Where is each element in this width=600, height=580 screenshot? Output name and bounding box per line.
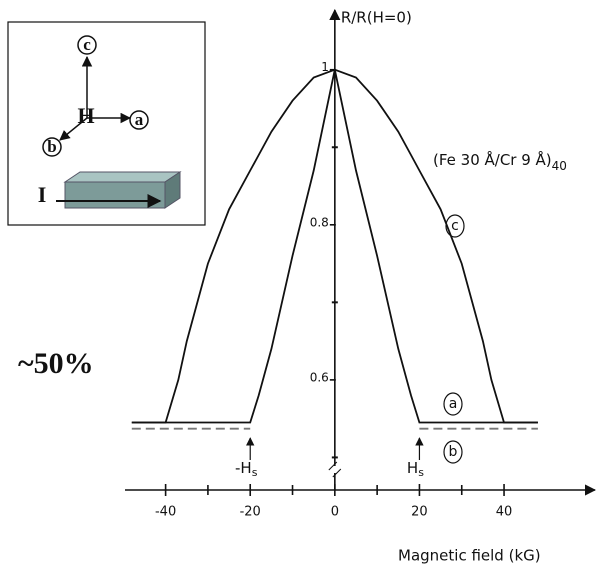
inset-label: I xyxy=(38,182,47,207)
field-mark-text: H xyxy=(407,459,418,477)
field-mark-sub: s xyxy=(418,466,424,479)
inset-label: c xyxy=(83,35,91,54)
chart: c H a b I ~50% R/R(H=0) Magnetic field (k… xyxy=(0,0,600,580)
x-tick-label: 0 xyxy=(331,505,339,520)
slab-top xyxy=(65,172,180,182)
page: {"chart_data": {"type": "line", "y_label… xyxy=(0,0,600,580)
series-label: a xyxy=(449,396,458,412)
y-tick-label: 0.6 xyxy=(310,370,329,384)
sample-label-sub: 40 xyxy=(552,159,567,173)
x-axis-label: Magnetic field (kG) xyxy=(398,547,541,565)
field-mark-sub: s xyxy=(252,466,258,479)
note: ~50% xyxy=(18,347,94,380)
x-tick-label: -40 xyxy=(155,505,176,520)
y-axis-label: R/R(H=0) xyxy=(341,9,412,27)
inset-label: H xyxy=(77,103,94,128)
field-mark-label: -Hs xyxy=(235,459,258,480)
field-mark-label: Hs xyxy=(407,459,424,480)
series-label: b xyxy=(449,444,458,460)
y-tick-label: 0.8 xyxy=(310,215,329,229)
x-tick-label: 20 xyxy=(411,505,428,520)
field-mark-text: -H xyxy=(235,459,252,477)
inset-label: a xyxy=(135,110,144,129)
x-tick-label: 40 xyxy=(496,505,513,520)
x-tick-label: -20 xyxy=(240,505,261,520)
inset-label: b xyxy=(47,137,56,156)
slab-front xyxy=(65,182,165,208)
inset: c H a b I xyxy=(8,22,205,225)
sample-label: (Fe 30 Å/Cr 9 Å)40 xyxy=(433,150,567,173)
sample-label-main: (Fe 30 Å/Cr 9 Å) xyxy=(433,150,552,169)
series-label: c xyxy=(451,218,459,234)
